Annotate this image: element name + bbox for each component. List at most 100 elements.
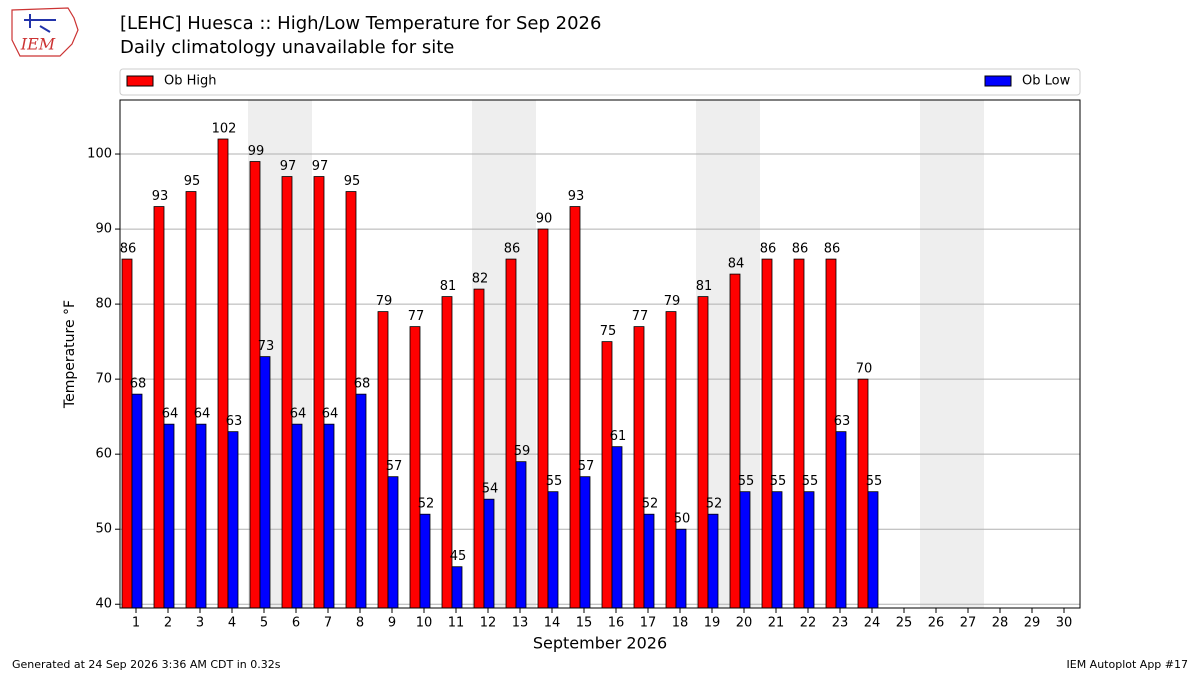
value-label: 70 xyxy=(856,362,873,377)
bar xyxy=(163,423,175,609)
legend-label: Ob High xyxy=(164,74,217,89)
value-label: 64 xyxy=(322,407,339,422)
value-label: 75 xyxy=(600,324,617,339)
bar xyxy=(729,273,741,609)
bar xyxy=(387,476,399,609)
value-label: 52 xyxy=(706,497,723,512)
value-label: 102 xyxy=(212,122,237,137)
x-tick-label: 15 xyxy=(576,616,593,631)
value-label: 82 xyxy=(472,272,489,287)
x-tick-label: 18 xyxy=(672,616,689,631)
value-label: 50 xyxy=(674,512,691,527)
x-tick-label: 2 xyxy=(164,616,172,631)
x-tick-label: 22 xyxy=(800,616,817,631)
bar xyxy=(579,476,591,609)
bar xyxy=(675,528,687,609)
value-label: 68 xyxy=(354,377,371,392)
bar xyxy=(803,491,815,609)
x-tick-label: 4 xyxy=(228,616,236,631)
value-label: 52 xyxy=(642,497,659,512)
logo-icon xyxy=(24,14,56,33)
value-label: 79 xyxy=(376,294,393,309)
x-tick-label: 29 xyxy=(1024,616,1041,631)
legend-label: Ob Low xyxy=(1022,74,1071,89)
value-label: 79 xyxy=(664,294,681,309)
logo-text: IEM xyxy=(20,35,56,54)
value-label: 55 xyxy=(802,474,819,489)
y-tick-label: 90 xyxy=(95,222,112,237)
y-tick-label: 40 xyxy=(95,597,112,612)
x-tick-label: 28 xyxy=(992,616,1009,631)
value-label: 86 xyxy=(504,242,521,257)
bar xyxy=(857,378,869,609)
legend-swatch xyxy=(126,75,154,87)
x-tick-label: 16 xyxy=(608,616,625,631)
bar xyxy=(633,326,645,609)
x-tick-label: 24 xyxy=(864,616,881,631)
x-tick-label: 20 xyxy=(736,616,753,631)
bar xyxy=(323,423,335,609)
x-tick-label: 21 xyxy=(768,616,785,631)
x-tick-label: 1 xyxy=(132,616,140,631)
x-tick-label: 11 xyxy=(448,616,465,631)
bar xyxy=(793,258,805,609)
x-tick-label: 3 xyxy=(196,616,204,631)
x-tick-label: 25 xyxy=(896,616,913,631)
value-label: 93 xyxy=(568,189,585,204)
value-label: 73 xyxy=(258,339,275,354)
value-label: 54 xyxy=(482,482,499,497)
bar xyxy=(409,326,421,609)
x-tick-label: 12 xyxy=(480,616,497,631)
value-label: 61 xyxy=(610,429,627,444)
bar xyxy=(259,356,271,609)
bar xyxy=(867,491,879,609)
value-label: 95 xyxy=(184,174,201,189)
value-label: 45 xyxy=(450,549,467,564)
value-label: 57 xyxy=(578,459,595,474)
bar xyxy=(547,491,559,609)
x-tick-label: 27 xyxy=(960,616,977,631)
bar xyxy=(355,393,367,609)
y-tick-label: 100 xyxy=(87,147,112,162)
bar xyxy=(473,288,485,609)
bar xyxy=(611,446,623,609)
x-tick-label: 17 xyxy=(640,616,657,631)
bar xyxy=(601,341,613,609)
y-tick-label: 60 xyxy=(95,447,112,462)
bar xyxy=(121,258,133,609)
x-tick-label: 23 xyxy=(832,616,849,631)
bar xyxy=(217,138,229,609)
bar xyxy=(835,431,847,609)
chart-title: [LEHC] Huesca :: High/Low Temperature fo… xyxy=(120,13,601,34)
bar xyxy=(643,513,655,609)
value-label: 63 xyxy=(226,414,243,429)
bar xyxy=(505,258,517,609)
value-label: 86 xyxy=(792,242,809,257)
value-label: 55 xyxy=(546,474,563,489)
bar xyxy=(313,176,325,609)
bar xyxy=(185,191,197,609)
value-label: 93 xyxy=(152,189,169,204)
value-label: 64 xyxy=(290,407,307,422)
x-tick-label: 6 xyxy=(292,616,300,631)
value-label: 81 xyxy=(696,279,713,294)
value-label: 55 xyxy=(738,474,755,489)
x-tick-label: 8 xyxy=(356,616,364,631)
value-label: 84 xyxy=(728,257,745,272)
bar xyxy=(739,491,751,609)
bar xyxy=(697,296,709,609)
x-axis-label: September 2026 xyxy=(533,634,667,653)
weekend-shade xyxy=(952,100,984,608)
value-label: 86 xyxy=(824,242,841,257)
value-label: 95 xyxy=(344,174,361,189)
x-tick-label: 26 xyxy=(928,616,945,631)
bar xyxy=(345,191,357,609)
bar xyxy=(761,258,773,609)
weekend-shade xyxy=(920,100,952,608)
value-label: 90 xyxy=(536,212,553,227)
value-label: 99 xyxy=(248,144,265,159)
x-tick-label: 19 xyxy=(704,616,721,631)
value-label: 77 xyxy=(408,309,425,324)
bar xyxy=(291,423,303,609)
